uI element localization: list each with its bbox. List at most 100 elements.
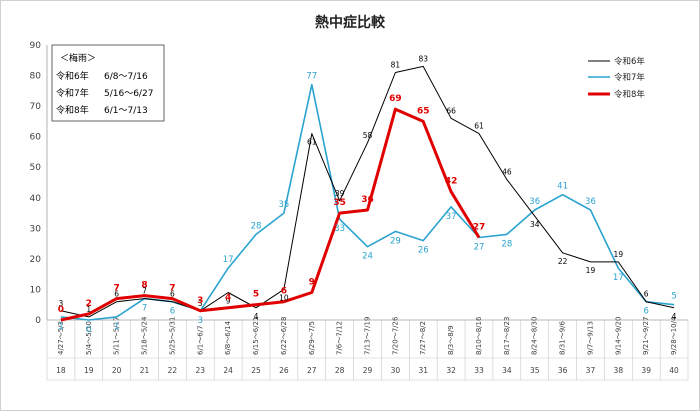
x-week-label-21: 39 [641,366,651,375]
series-line-6 [60,65,675,318]
data-label-r7-18: 41 [557,182,568,192]
x-category-label-6: 6/8～6/14 [224,320,232,355]
data-label-r8-7: 5 [253,290,259,300]
series-line-8 [60,107,481,322]
data-label-r7-1: 0 [86,325,91,335]
x-category-label-3: 5/18～5/24 [141,316,149,355]
x-week-label-5: 23 [196,366,206,375]
x-week-label-1: 19 [84,366,94,375]
data-label-r7-2: 1 [114,322,119,332]
y-tick-label-8: 80 [30,72,42,82]
x-category-label-10: 7/6～7/12 [336,321,344,355]
x-category-label-8: 6/22～6/28 [280,317,288,355]
y-tick-label-3: 30 [30,224,42,234]
data-label-r8-15: 27 [473,223,486,233]
data-label-r7-14: 37 [446,212,457,222]
data-label-r6-4: 6 [170,290,175,299]
x-week-label-2: 20 [112,366,122,375]
rainy-season-box-frame [51,44,165,122]
x-week-label-4: 22 [168,366,178,375]
x-category-label-16: 8/17～8/23 [503,317,511,355]
x-week-label-9: 27 [307,366,317,375]
y-tick-label-4: 40 [30,194,42,204]
data-label-r6-12: 81 [391,61,401,70]
y-tick-label-2: 20 [30,255,42,265]
data-label-r7-5: 3 [198,316,203,326]
y-tick-label-9: 90 [30,41,42,51]
data-label-r6-9: 61 [307,138,317,147]
data-label-r6-11: 58 [363,131,373,140]
data-label-r7-4: 6 [170,307,175,317]
data-label-r6-13: 83 [418,54,428,63]
x-week-label-12: 30 [391,366,401,375]
data-label-r6-2: 6 [114,290,119,299]
data-label-r8-13: 65 [417,106,430,116]
data-label-r6-5: 3 [198,299,203,308]
data-label-r6-0: 3 [59,299,64,308]
data-label-r6-10: 39 [335,189,345,198]
x-week-label-11: 29 [363,366,373,375]
data-label-r8-4: 7 [169,284,175,294]
data-label-r8-12: 69 [389,94,402,104]
x-category-label-22: 9/28～10/4 [670,316,678,355]
legend: 令和6年 令和7年 令和8年 [588,56,645,100]
x-category-label-18: 8/31～9/6 [559,320,567,355]
x-category-label-12: 7/20～7/26 [391,316,399,355]
data-label-r7-7: 28 [251,221,262,231]
data-label-r6-16: 46 [502,167,512,176]
data-label-r8-11: 36 [361,195,374,205]
y-tick-label-1: 10 [30,285,42,295]
x-week-label-3: 21 [140,366,150,375]
data-label-r7-20: 17 [613,273,624,283]
data-label-r8-9: 9 [309,278,315,288]
data-label-r8-14: 42 [445,177,458,187]
x-week-label-10: 28 [335,366,345,375]
data-label-r7-22: 5 [671,292,676,302]
data-label-r8-6: 4 [225,293,231,303]
x-week-label-18: 36 [558,366,568,375]
data-label-r6-18: 22 [558,257,568,266]
chart-title: 熱中症比較 [315,14,386,31]
data-label-r6-8: 10 [279,293,289,302]
x-week-label-19: 37 [586,366,596,375]
x-category-label-0: 4/27～5/3 [57,321,65,355]
x-week-label-7: 25 [251,366,261,375]
x-category-label-21: 9/21～9/27 [642,317,650,355]
data-label-r7-12: 29 [390,236,401,246]
legend-label-r8: 令和8年 [614,89,645,100]
x-week-label-16: 34 [502,366,512,375]
data-label-r6-6: 9 [226,297,231,306]
data-label-r6-21: 6 [644,290,649,299]
x-category-label-15: 8/10～8/16 [475,316,483,355]
data-label-r8-8: 6 [281,287,287,297]
x-category-label-14: 8/3～8/9 [447,325,455,355]
x-week-label-17: 35 [530,366,540,375]
data-label-r8-1: 2 [86,299,92,309]
data-label-r7-9: 77 [306,72,317,82]
x-category-label-13: 7/27～8/2 [419,321,427,355]
x-week-label-6: 24 [223,366,233,375]
legend-label-r7: 令和7年 [614,72,645,83]
data-label-r6-1: 1 [86,305,91,314]
data-label-r7-21: 6 [643,307,648,317]
data-label-r6-15: 61 [474,122,484,131]
data-label-r7-6: 17 [223,255,234,265]
data-label-r7-15: 27 [474,243,485,253]
y-tick-label-7: 70 [30,102,42,112]
x-week-label-0: 18 [56,366,66,375]
data-label-r7-0: 1 [58,322,63,332]
x-category-label-7: 6/15～6/21 [252,317,260,355]
x-category-label-20: 9/14～9/20 [614,317,622,355]
y-tick-label-6: 60 [30,133,42,143]
data-label-r7-19: 36 [585,197,596,207]
data-label-r7-8: 35 [278,200,289,210]
rainy-season-period-1: 6/8～7/16 [104,72,148,82]
y-tick-label-0: 0 [35,316,41,326]
x-category-label-5: 6/1～6/7 [196,325,204,355]
data-label-r6-7: 4 [254,312,259,321]
data-label-r7-16: 28 [501,239,512,249]
rainy-season-period-2: 5/16～6/27 [104,89,153,99]
data-label-r6-19: 19 [586,266,596,275]
